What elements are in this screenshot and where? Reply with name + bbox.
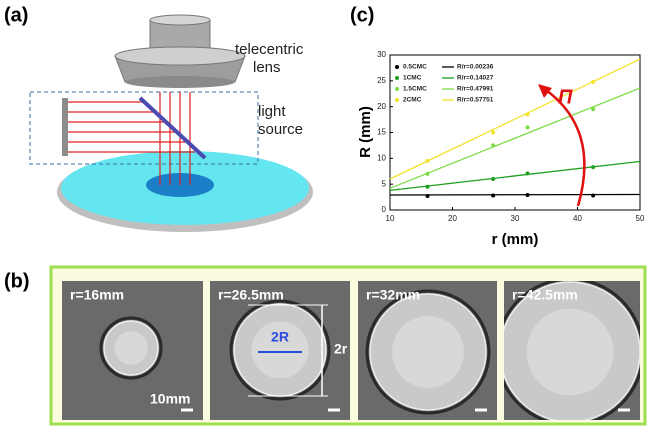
x-tick-label: 20 (448, 214, 457, 223)
point (526, 171, 530, 175)
point (591, 80, 595, 84)
source-label: source (258, 121, 303, 138)
y-tick-label: 30 (377, 50, 386, 59)
lens-label: telecentric (235, 41, 304, 58)
legend-marker (395, 87, 399, 91)
legend-label: R/r=0.57751 (457, 97, 494, 104)
y-axis-title: R (mm) (357, 106, 374, 158)
drop (527, 309, 614, 396)
lens (115, 15, 245, 88)
caption: r=26.5mm (218, 287, 284, 303)
y-tick-label: 20 (377, 102, 386, 111)
scale-label: 10mm (150, 391, 190, 407)
y-tick-label: 10 (377, 153, 386, 162)
legend-label: 1CMC (403, 75, 422, 82)
drop (114, 331, 147, 364)
point (591, 194, 595, 198)
point (526, 125, 530, 129)
figure: (a) telecentric lens light source (b) r=… (0, 0, 648, 426)
point (591, 107, 595, 111)
legend-label: R/r=0.00236 (457, 64, 494, 71)
annotation: Π (558, 86, 573, 108)
outer-label: 2r (334, 341, 348, 357)
caption: r=16mm (70, 287, 124, 303)
lens-label: lens (253, 59, 281, 76)
caption: r=42.5mm (512, 287, 578, 303)
legend-label: R/r=0.14027 (457, 75, 494, 82)
emitter (62, 98, 68, 156)
y-tick-label: 25 (377, 76, 386, 85)
legend-label: 1.5CMC (403, 86, 427, 93)
point (491, 131, 495, 135)
x-tick-label: 40 (573, 214, 582, 223)
point (426, 172, 430, 176)
source-label: light (258, 103, 286, 120)
drop (392, 316, 464, 388)
x-tick-label: 10 (386, 214, 395, 223)
point (426, 194, 430, 198)
point (426, 185, 430, 189)
panel-label: (a) (4, 4, 28, 26)
caption: r=32mm (366, 287, 420, 303)
legend-label: 0.5CMC (403, 64, 427, 71)
panel-label: (b) (4, 270, 30, 292)
point (526, 193, 530, 197)
point (491, 143, 495, 147)
legend-label: R/r=0.47991 (457, 86, 494, 93)
point (526, 112, 530, 116)
y-tick-label: 15 (377, 128, 386, 137)
point (426, 159, 430, 163)
legend-label: 2CMC (403, 97, 422, 104)
point (491, 194, 495, 198)
x-tick-label: 30 (511, 214, 520, 223)
panel-label: (c) (350, 4, 374, 26)
inner-label: 2R (271, 329, 289, 345)
legend-marker (395, 76, 399, 80)
point (491, 177, 495, 181)
legend-marker (395, 98, 399, 102)
legend-marker (395, 65, 399, 69)
x-tick-label: 50 (636, 214, 645, 223)
y-tick-label: 5 (382, 179, 387, 188)
point (591, 165, 595, 169)
x-axis-title: r (mm) (492, 231, 539, 248)
mirror (140, 98, 205, 158)
y-tick-label: 0 (382, 205, 387, 214)
